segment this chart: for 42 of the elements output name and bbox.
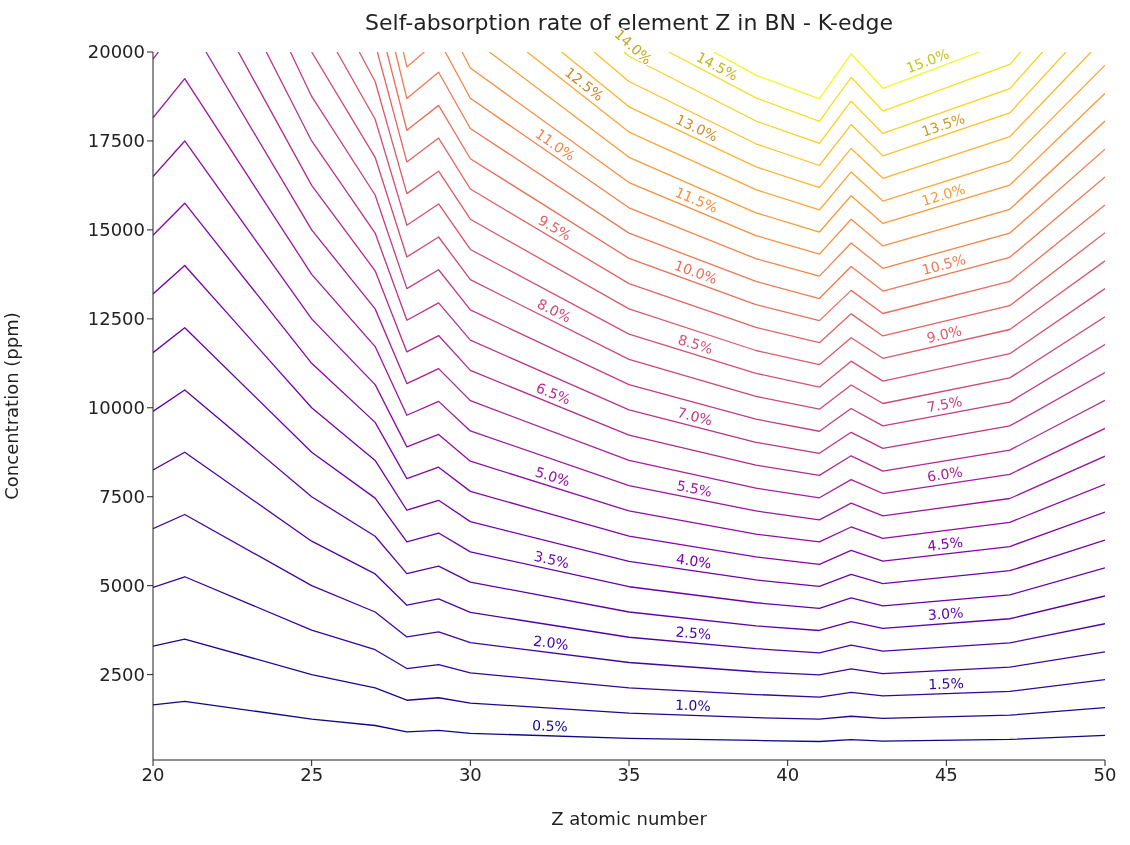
x-tick-label: 35 [617, 763, 641, 785]
text: 4.0% [675, 550, 713, 572]
x-tick-label: 40 [776, 763, 800, 785]
text: 6.0% [926, 463, 964, 485]
text: 2.0% [532, 632, 570, 653]
series-label: 0.5% [531, 717, 569, 735]
text: 8.0% [534, 295, 574, 326]
x-tick-label: 30 [458, 763, 482, 785]
y-tick-label: 17500 [87, 130, 145, 152]
line-series [153, 576, 1105, 698]
series-label: 3.0% [927, 604, 964, 623]
text: 5.0% [533, 463, 573, 490]
x-axis-title: Z atomic number [551, 808, 708, 829]
text: 3.5% [532, 547, 571, 572]
y-tick-label: 20000 [87, 41, 145, 63]
text: 12.0% [919, 180, 968, 209]
series-label: 1.0% [674, 696, 711, 714]
line-series [153, 700, 1105, 743]
text: 7.5% [925, 393, 964, 416]
y-axis-title: Concentration (ppm) [1, 312, 23, 500]
text: 10.5% [920, 251, 968, 278]
text: 2.5% [674, 623, 712, 643]
line-series [153, 513, 1105, 676]
text: 5.5% [675, 477, 714, 500]
y-tick-label: 12500 [87, 308, 145, 330]
line-series [153, 451, 1105, 654]
y-tick-label: 10000 [87, 397, 145, 419]
text: 4.5% [926, 533, 964, 554]
text: 13.5% [919, 110, 967, 140]
y-tick-label: 7500 [99, 486, 145, 508]
series-label: 1.5% [927, 675, 965, 693]
y-tick-label: 5000 [99, 575, 145, 597]
y-tick-label: 15000 [87, 219, 145, 241]
x-tick-label: 25 [300, 763, 324, 785]
text: 9.0% [925, 322, 964, 346]
text: 8.5% [676, 331, 715, 358]
x-tick-label: 50 [1093, 763, 1117, 785]
x-tick-label: 20 [141, 763, 165, 785]
x-tick-label: 45 [934, 763, 958, 785]
text: 7.0% [675, 404, 715, 429]
text: 6.5% [533, 379, 573, 408]
y-tick-label: 2500 [99, 664, 145, 685]
